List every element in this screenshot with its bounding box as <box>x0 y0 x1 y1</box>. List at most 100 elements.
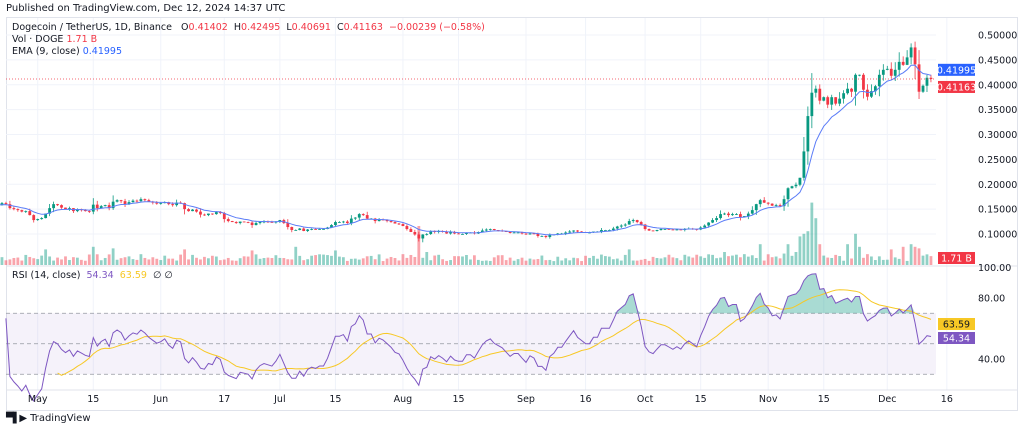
time-tick-label: 16 <box>580 394 592 405</box>
candle-body <box>175 202 179 206</box>
candle-body <box>877 74 881 87</box>
volume-bar <box>187 259 190 265</box>
candle <box>250 220 254 228</box>
candle <box>52 201 55 213</box>
volume-bar <box>465 254 468 265</box>
time-tick-label: 16 <box>941 394 953 405</box>
volume-bar <box>715 258 718 265</box>
candle <box>155 201 159 205</box>
candle-body <box>619 225 623 227</box>
volume-bar <box>774 256 778 265</box>
volume-tag-bg <box>938 252 975 264</box>
candle-body <box>742 216 746 218</box>
price-tick-label: 0.25000 <box>978 155 1017 166</box>
volume-bar <box>584 255 587 265</box>
time-tick-label: 15 <box>452 394 464 405</box>
volume-bar <box>699 256 703 265</box>
ema-legend[interactable]: EMA (9, close) 0.41995 <box>12 46 123 57</box>
candle-body <box>750 210 754 214</box>
candle-body <box>417 234 421 239</box>
volume-bar <box>349 258 353 265</box>
candle-body <box>318 229 321 230</box>
volume-bar <box>377 254 381 265</box>
candle-body <box>203 214 206 216</box>
candle <box>838 92 842 107</box>
time-tick-label: Nov <box>759 394 778 405</box>
candle <box>822 96 826 102</box>
candle <box>413 229 417 236</box>
volume-bar <box>504 260 508 265</box>
candle-body <box>679 229 683 231</box>
candle-body <box>218 212 222 214</box>
volume-bar <box>806 231 810 265</box>
candle-body <box>905 57 909 65</box>
candle <box>731 212 734 216</box>
candle <box>635 219 639 224</box>
volume-bar <box>500 255 504 265</box>
price-tick-label: 0.15000 <box>978 205 1017 216</box>
candle <box>286 219 290 230</box>
volume-bar <box>588 257 591 265</box>
volume-bar <box>508 257 512 265</box>
candle <box>715 215 718 222</box>
volume-bar <box>639 259 643 265</box>
candle-body <box>758 200 762 205</box>
candle-body <box>246 222 250 223</box>
rsi-legend[interactable]: RSI (14, close) 54.34 63.59 ∅ ∅ <box>12 270 173 281</box>
candle <box>604 229 607 231</box>
candle-body <box>64 207 67 210</box>
tradingview-logo-icon[interactable]: ▀▌▶ <box>6 413 27 424</box>
volume-bar <box>925 254 929 265</box>
last-price-tag-text: 0.41163 <box>937 82 976 93</box>
volume-bar <box>401 254 405 265</box>
volume-bar <box>32 258 36 265</box>
candle-body <box>401 224 405 227</box>
volume-legend[interactable]: Vol · DOGE 1.71 B <box>12 34 98 45</box>
volume-bar <box>758 244 762 265</box>
candle <box>322 228 325 230</box>
candle <box>60 204 63 209</box>
candle <box>905 50 909 66</box>
volume-bar <box>520 257 524 265</box>
candle-body <box>242 221 246 223</box>
candle-body <box>842 93 846 99</box>
volume-bar <box>330 255 333 265</box>
volume-bar <box>87 254 91 265</box>
volume-bar <box>36 259 40 265</box>
candle <box>123 198 127 208</box>
volume-bar <box>131 259 135 265</box>
volume-bar <box>572 257 576 265</box>
volume-bar <box>858 246 861 265</box>
volume-bar <box>369 255 373 265</box>
candle <box>20 209 24 213</box>
volume-bar <box>862 257 865 265</box>
candle-body <box>385 220 389 222</box>
volume-bar <box>326 255 329 265</box>
volume-bar <box>651 256 655 265</box>
time-tick-label: May <box>28 394 48 405</box>
rsi-ma-tag-text: 63.59 <box>943 320 970 331</box>
volume-bar <box>667 254 671 265</box>
candle <box>103 204 107 207</box>
candle-body <box>810 92 814 117</box>
candle <box>738 211 742 221</box>
candle-body <box>778 205 782 207</box>
volume-bar <box>544 260 548 265</box>
volume-bar <box>250 250 254 265</box>
candle-body <box>893 69 897 76</box>
candle <box>508 231 512 234</box>
volume-bar <box>540 255 544 265</box>
candle <box>651 230 655 232</box>
volume-bar <box>532 259 536 265</box>
candle-body <box>254 223 258 226</box>
volume-bar <box>4 260 8 265</box>
volume-bar <box>770 257 774 265</box>
candle <box>572 230 576 233</box>
candle-body <box>135 200 139 202</box>
candle <box>234 221 238 224</box>
volume-bar <box>147 259 151 265</box>
candle-body <box>119 200 123 202</box>
volume-bar <box>778 258 782 265</box>
candle-body <box>310 229 314 230</box>
